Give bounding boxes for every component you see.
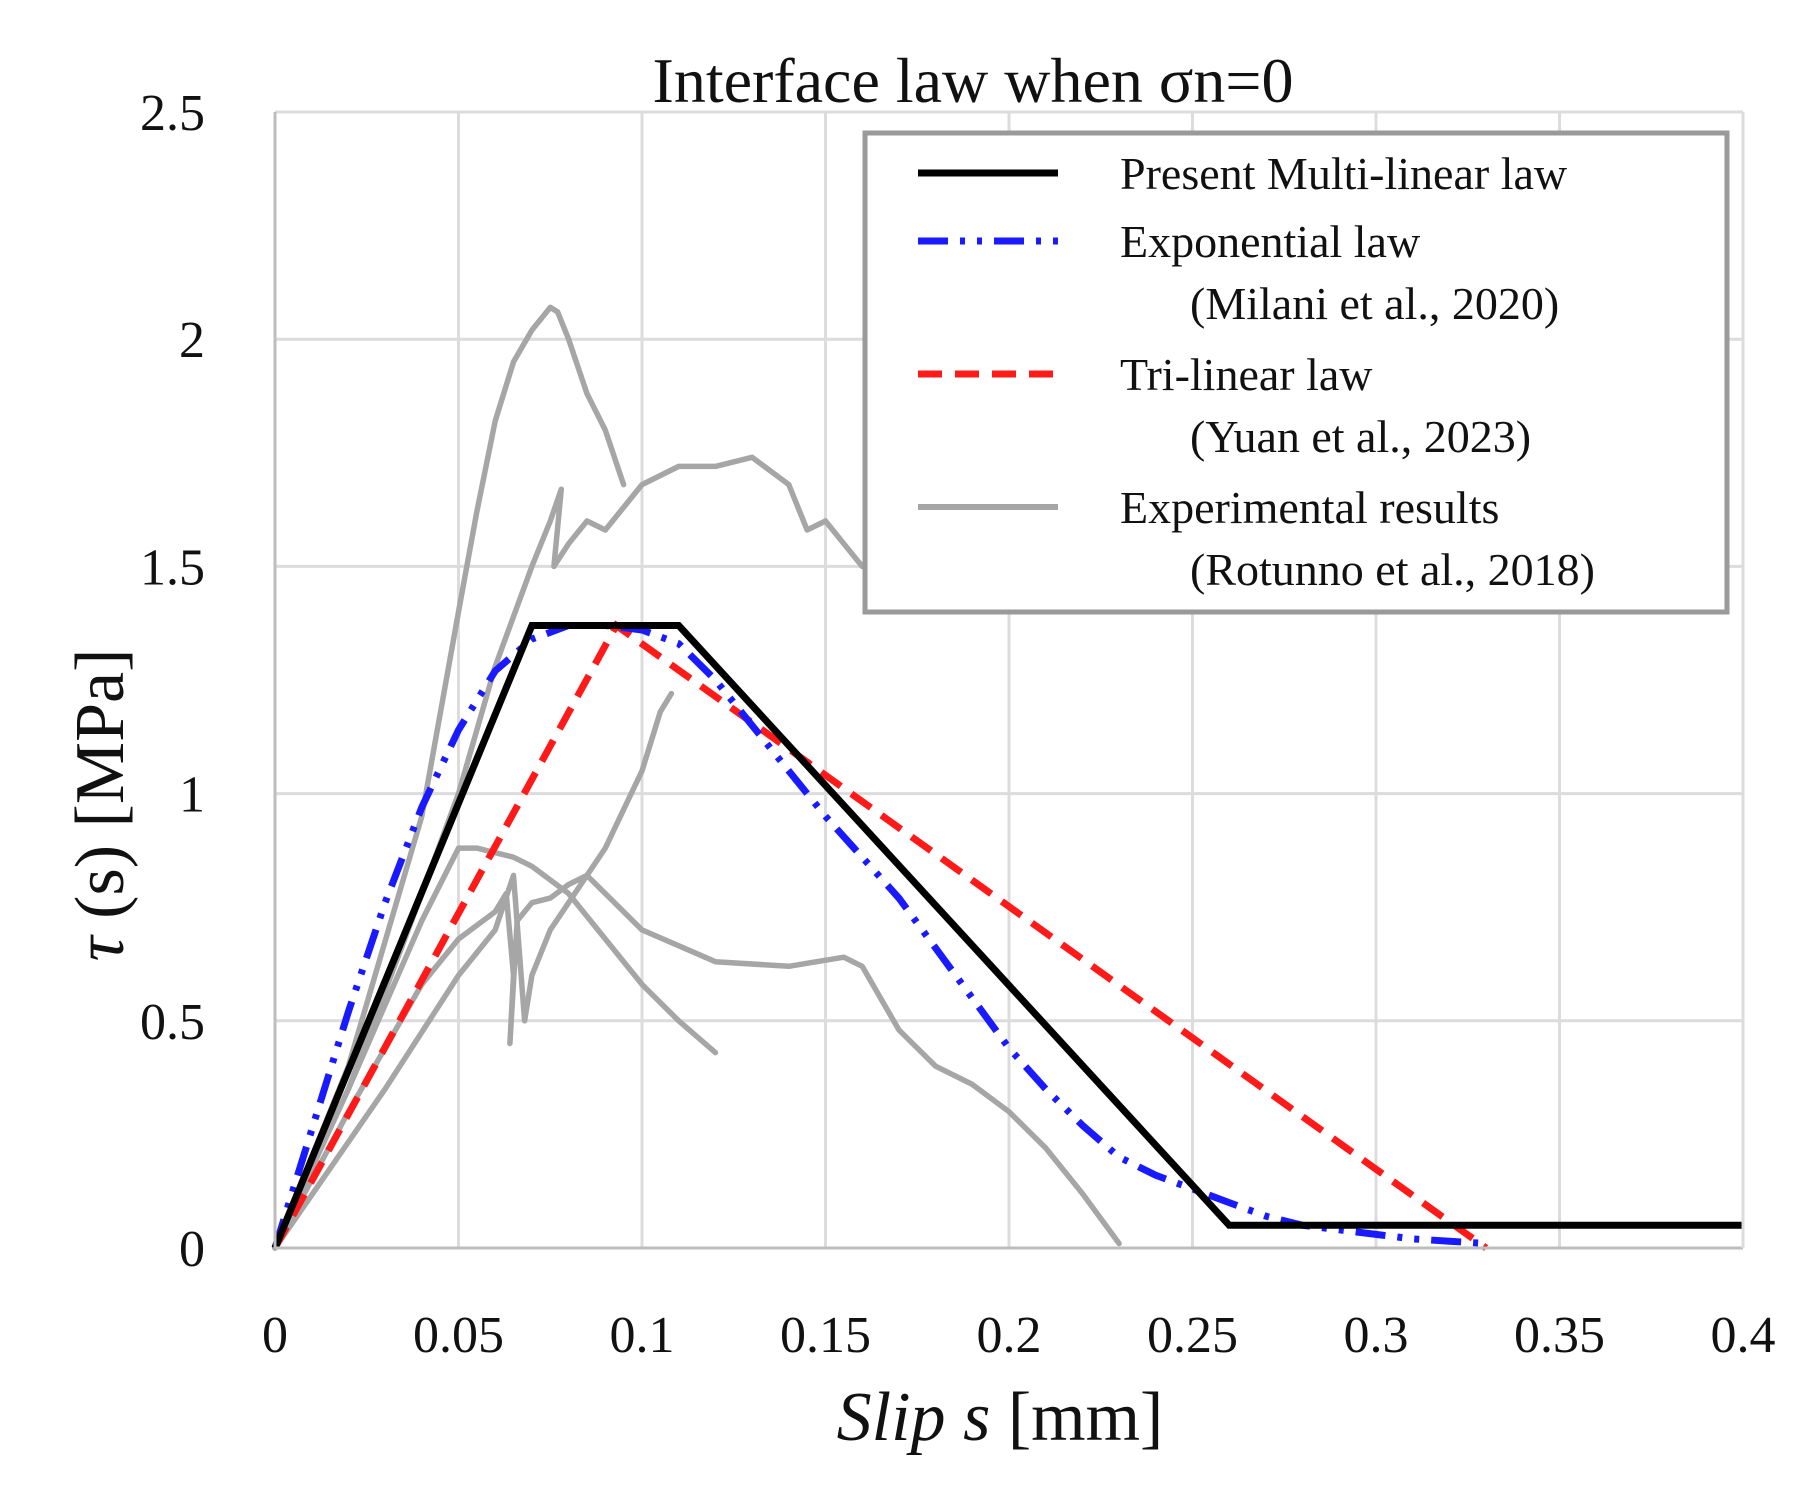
experimental-curve	[272, 454, 865, 1251]
y-tick-label: 1	[179, 767, 205, 824]
legend: Present Multi-linear law Exponential law (…	[862, 130, 1730, 615]
legend-label: (Rotunno et al., 2018)	[1190, 544, 1595, 595]
legend-label: (Milani et al., 2020)	[1190, 278, 1559, 329]
x-tick-label: 0.4	[1711, 1307, 1776, 1364]
legend-label: (Yuan et al., 2023)	[1190, 411, 1531, 462]
x-tick-labels: 0 0.05 0.1 0.15 0.2 0.25 0.3 0.35 0.4	[262, 1307, 1776, 1364]
plot-area	[271, 304, 1743, 1251]
y-axis-label: τ (s) [MPa]	[62, 649, 139, 962]
experimental-curve	[272, 872, 1122, 1251]
experimental-curve	[272, 690, 675, 1251]
x-tick-label: 0	[262, 1307, 288, 1364]
y-axis-label-arg: (s)	[62, 845, 139, 919]
legend-label: Exponential law	[1120, 216, 1421, 267]
x-tick-label: 0.15	[780, 1307, 871, 1364]
x-tick-label: 0.1	[610, 1307, 675, 1364]
axes	[273, 112, 1745, 1250]
y-tick-label: 1.5	[140, 539, 205, 596]
y-tick-label: 2	[179, 312, 205, 369]
legend-label: Experimental results	[1120, 482, 1499, 533]
y-axis-label-unit: [MPa]	[62, 649, 139, 828]
x-tick-label: 0.2	[977, 1307, 1042, 1364]
experimental-curve	[272, 845, 719, 1251]
x-axis-label-symbol: s	[963, 1379, 990, 1456]
y-tick-labels: 0 0.5 1 1.5 2 2.5	[140, 85, 205, 1278]
x-tick-label: 0.35	[1514, 1307, 1605, 1364]
y-axis-label-symbol: τ	[62, 933, 139, 961]
x-tick-label: 0.05	[413, 1307, 504, 1364]
y-tick-label: 0.5	[140, 994, 205, 1051]
x-tick-label: 0.3	[1344, 1307, 1409, 1364]
y-tick-label: 0	[179, 1221, 205, 1278]
x-axis-label-unit: [mm]	[1008, 1379, 1164, 1456]
series-line-dashdotdot	[271, 622, 1487, 1250]
x-axis-label: Slip s [mm]	[837, 1379, 1164, 1456]
chart-title: Interface law when σn=0	[653, 45, 1294, 116]
x-tick-label: 0.25	[1147, 1307, 1238, 1364]
legend-label: Tri-linear law	[1120, 349, 1373, 400]
y-tick-label: 2.5	[140, 85, 205, 142]
experimental-curve	[272, 304, 627, 1251]
series-line-solid	[271, 622, 1743, 1250]
x-axis-label-name: Slip	[837, 1379, 946, 1456]
legend-label: Present Multi-linear law	[1120, 148, 1568, 199]
